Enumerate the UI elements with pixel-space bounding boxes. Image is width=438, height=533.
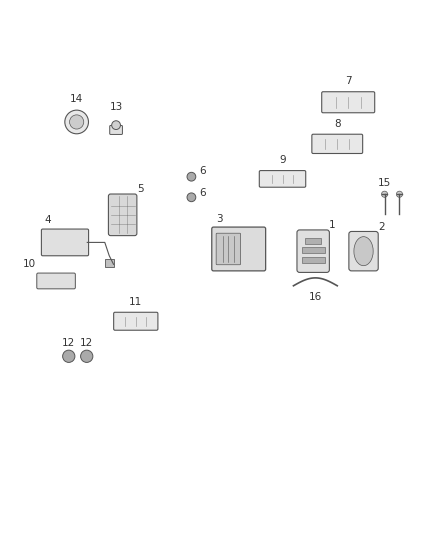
Circle shape (187, 172, 196, 181)
Circle shape (381, 191, 388, 197)
Circle shape (70, 115, 84, 129)
FancyBboxPatch shape (114, 312, 158, 330)
Circle shape (81, 350, 93, 362)
Text: 7: 7 (345, 76, 352, 86)
Bar (302, 247, 325, 253)
Text: 14: 14 (70, 94, 83, 103)
Text: 12: 12 (80, 338, 93, 348)
FancyBboxPatch shape (349, 231, 378, 271)
Bar (302, 257, 325, 263)
FancyBboxPatch shape (37, 273, 75, 289)
FancyBboxPatch shape (110, 125, 123, 134)
FancyBboxPatch shape (312, 134, 363, 154)
Circle shape (65, 110, 88, 134)
Ellipse shape (354, 237, 373, 265)
Text: 15: 15 (378, 177, 391, 188)
Text: 5: 5 (137, 184, 144, 194)
FancyBboxPatch shape (297, 230, 329, 272)
Text: 16: 16 (309, 292, 322, 302)
Bar (105, 259, 114, 266)
Text: 8: 8 (334, 119, 341, 129)
Text: 9: 9 (279, 155, 286, 165)
FancyBboxPatch shape (212, 227, 265, 271)
Text: 6: 6 (199, 188, 206, 198)
FancyBboxPatch shape (321, 92, 374, 113)
Text: 13: 13 (110, 102, 123, 112)
Text: 4: 4 (45, 215, 52, 225)
Text: 10: 10 (23, 259, 36, 269)
FancyBboxPatch shape (259, 171, 306, 187)
Text: 3: 3 (216, 214, 223, 223)
Circle shape (396, 191, 403, 197)
Text: 2: 2 (378, 222, 385, 232)
FancyBboxPatch shape (109, 194, 137, 236)
Circle shape (63, 350, 75, 362)
Text: 1: 1 (329, 220, 336, 230)
Circle shape (112, 121, 120, 130)
FancyBboxPatch shape (216, 233, 240, 265)
Text: 12: 12 (62, 338, 75, 348)
Circle shape (187, 193, 196, 201)
Bar (305, 238, 321, 244)
Text: 11: 11 (129, 297, 142, 307)
Text: 6: 6 (199, 166, 206, 176)
FancyBboxPatch shape (41, 229, 88, 256)
